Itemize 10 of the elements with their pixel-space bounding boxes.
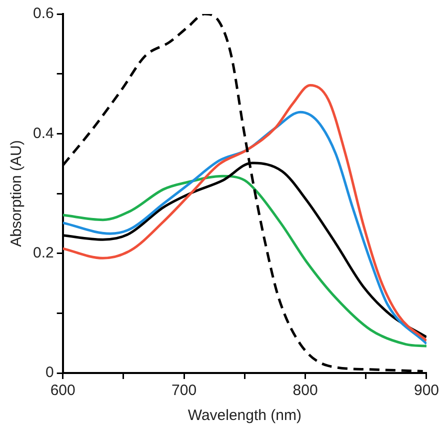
x-tick-label: 700 xyxy=(172,382,197,400)
y-tick-label: 0 xyxy=(46,364,54,382)
y-tick-label: 0.6 xyxy=(32,5,54,22)
x-tick-label: 900 xyxy=(414,382,439,400)
y-tick-label: 0.4 xyxy=(32,124,54,142)
x-tick-label: 800 xyxy=(292,382,318,400)
y-axis-title: Absorption (AU) xyxy=(8,140,26,247)
y-tick-label: 0.2 xyxy=(32,244,54,262)
x-axis-title: Wavelength (nm) xyxy=(188,407,302,424)
x-tick-label: 600 xyxy=(50,382,76,400)
